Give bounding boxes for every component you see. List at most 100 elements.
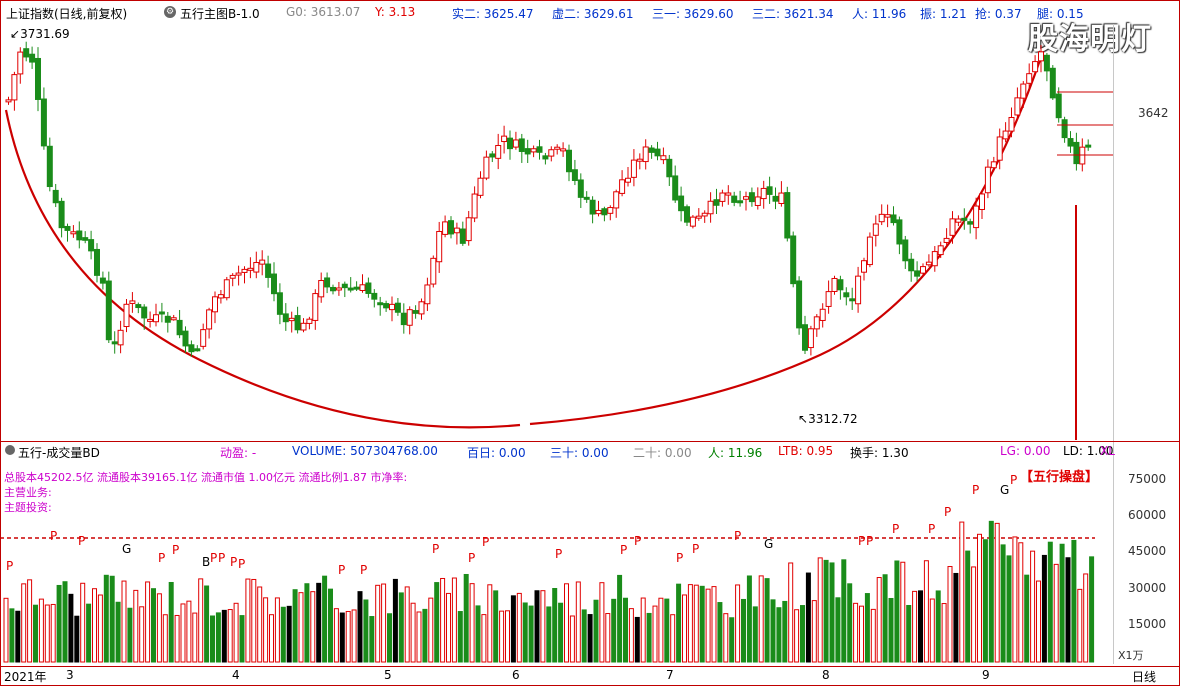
- time-label-8: 8: [822, 668, 830, 682]
- vol-tick-60000: 60000: [1128, 508, 1167, 522]
- signal-marker: P: [482, 535, 489, 549]
- candle-body: [306, 318, 313, 324]
- xl-value: XL: [1100, 444, 1115, 458]
- vol-tick-15000: 15000: [1128, 617, 1167, 631]
- volume-bar: [587, 614, 593, 663]
- candle-body: [46, 145, 53, 188]
- volume-bar: [971, 566, 977, 663]
- candle-body: [229, 274, 236, 279]
- volume-bar: [611, 598, 617, 663]
- volume-bar: [133, 589, 139, 663]
- period-label[interactable]: 日线: [1132, 670, 1157, 684]
- candle-body: [672, 175, 679, 201]
- signal-marker: P: [692, 542, 699, 556]
- settings-icon[interactable]: ⚙: [164, 6, 176, 18]
- volume-bar: [853, 602, 859, 663]
- volume-bar: [1024, 574, 1030, 663]
- volume-bar: [599, 582, 605, 663]
- signal-marker: P: [928, 522, 935, 536]
- lg-value: LG: 0.00: [1000, 444, 1051, 458]
- volume-bar: [888, 597, 894, 663]
- signal-marker: B: [202, 555, 210, 569]
- candle-body: [23, 48, 30, 58]
- volume-bar: [870, 608, 876, 663]
- candle-body: [318, 280, 325, 298]
- candle-body: [1043, 54, 1050, 72]
- candle-body: [943, 237, 950, 243]
- candle-body: [707, 200, 714, 215]
- price-tick: 3642: [1138, 106, 1169, 120]
- info-line-2: 主营业务:: [4, 486, 52, 499]
- candle-body: [442, 221, 449, 235]
- candle-body: [607, 207, 614, 214]
- volume-bar: [27, 579, 33, 663]
- candle-body: [1085, 144, 1092, 148]
- candle-body: [642, 146, 649, 163]
- ltb-value: LTB: 0.95: [778, 444, 834, 458]
- signal-marker: P: [78, 534, 85, 548]
- indicator-name[interactable]: 五行主图B-1.0: [180, 7, 260, 21]
- candle-body: [802, 324, 808, 351]
- volume-bar: [493, 590, 499, 663]
- volume-bar: [935, 590, 941, 663]
- candle-body: [88, 239, 95, 252]
- time-label-7: 7: [666, 668, 674, 682]
- volume-bar: [1030, 550, 1036, 663]
- candle-body: [990, 161, 997, 169]
- volume-bar: [817, 557, 823, 663]
- candle-body: [483, 156, 490, 179]
- volume-bar: [823, 559, 829, 663]
- volume-bar: [168, 581, 174, 663]
- signal-marker: P: [866, 534, 873, 548]
- signal-marker: P: [172, 543, 179, 557]
- candle-body: [430, 257, 437, 285]
- volume-bar: [198, 578, 204, 663]
- candle-body: [170, 317, 177, 321]
- candle-body: [99, 277, 106, 284]
- volume-bar: [741, 598, 746, 663]
- volume-bar: [711, 586, 717, 663]
- candle-body: [518, 138, 525, 152]
- volume-bar: [646, 612, 652, 663]
- candle-body: [17, 51, 24, 75]
- vol-tick-75000: 75000: [1128, 472, 1167, 486]
- signal-marker: P: [432, 542, 439, 556]
- candle-body: [5, 99, 12, 103]
- volume-bar: [1006, 555, 1012, 663]
- volume-bar: [487, 584, 493, 663]
- candle-body: [955, 218, 962, 223]
- volume-bar: [788, 562, 794, 663]
- volume-bar: [62, 581, 68, 663]
- signal-marker: P: [892, 522, 899, 536]
- volume-bar: [180, 603, 186, 663]
- signal-marker: P: [210, 551, 217, 565]
- candle-body: [241, 268, 248, 273]
- index-title[interactable]: 上证指数(日线,前复权): [6, 7, 128, 21]
- volume-value: VOLUME: 507304768.00: [292, 444, 438, 458]
- volume-bar: [245, 578, 251, 663]
- candle-body: [288, 317, 295, 322]
- volume-bar: [746, 575, 752, 663]
- candle-body: [601, 208, 608, 216]
- high-marker: ↙3731.69: [10, 27, 70, 41]
- volume-bar: [292, 589, 298, 663]
- candle-body: [878, 213, 885, 223]
- volume-bar: [97, 594, 103, 663]
- volume-settings-icon[interactable]: [5, 445, 15, 455]
- candle-body: [925, 261, 932, 266]
- volume-bar: [723, 613, 729, 663]
- candlestick-chart[interactable]: [0, 0, 1113, 440]
- volume-bar: [1089, 556, 1095, 663]
- candle-body: [105, 280, 112, 341]
- volume-panel-title[interactable]: 五行-成交量BD: [18, 446, 100, 460]
- candle-body: [1067, 138, 1074, 147]
- volume-bar: [1065, 557, 1071, 663]
- volume-bar: [274, 597, 280, 663]
- candle-body: [276, 292, 283, 315]
- volume-bar: [257, 586, 263, 663]
- volume-bar: [127, 607, 133, 663]
- volume-bar: [569, 615, 575, 663]
- volume-bar: [776, 607, 782, 663]
- candle-body: [412, 310, 419, 314]
